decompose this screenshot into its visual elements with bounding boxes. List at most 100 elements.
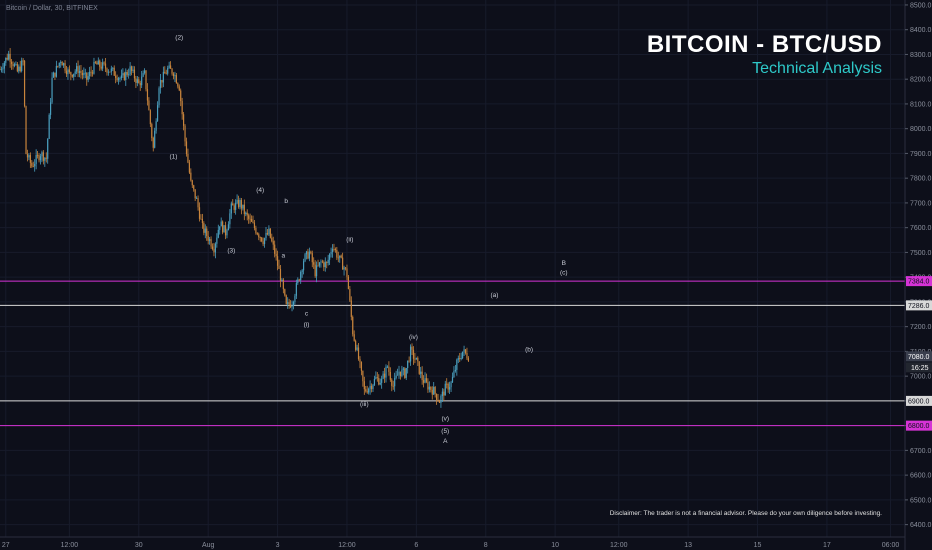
time-tick-label: 06:00 [882,542,900,549]
candle-body [138,79,140,84]
candle-body [97,60,99,65]
candle-body [285,295,287,304]
candle-body [146,89,149,101]
candle-body [320,261,322,263]
candle-body [222,221,224,233]
candle-body [368,388,370,393]
candle-body [223,225,225,233]
candle-body [256,233,258,235]
wave-labels: (1) (2) (3) (4) b a c (i) (ii) (iii) (iv) (v) (5) A (a… [170,35,568,445]
candle-body [308,251,310,259]
candle-body [68,69,70,73]
wave-label: (2) [175,35,183,42]
level-tag-label: 6900.0 [908,398,930,405]
candle-body [45,157,47,159]
wave-label: (v) [441,416,449,423]
price-tick-label: 6500.0 [910,497,932,504]
candle-body [344,267,347,269]
candle-body [39,156,42,161]
candle-body [233,205,235,210]
candle-body [447,383,449,390]
candle-body [462,351,464,359]
candle-body [295,283,297,296]
candle-body [194,189,196,199]
candle-body [165,73,167,75]
candle-body [372,384,374,390]
level-tag [906,276,932,287]
wave-label: (iii) [360,401,369,408]
candle-body [355,340,357,350]
candle-body [422,380,425,383]
candle-body [236,199,238,203]
candle-body [389,371,391,380]
candle-body [31,162,33,167]
countdown-label: 16:25 [911,365,929,372]
candle-body [243,204,245,215]
candle-body [457,358,459,360]
candle-body [266,232,269,235]
candle-body [398,371,400,375]
candle-body [261,237,263,242]
candle-body [162,71,164,83]
candle-body [327,259,329,263]
candle-body [305,251,308,255]
candle-body [47,138,49,159]
time-axis[interactable]: 27 12:00 30 Aug 3 12:00 6 8 10 12:00 13 15 17 06:00 [0,536,905,549]
time-tick-label: 12:00 [61,542,79,549]
candle-body [115,75,117,78]
candle-body [297,279,299,284]
candle-body [237,199,240,207]
candle-body [204,228,206,233]
candle-body [420,371,422,374]
candle-body [18,66,20,72]
candle-body [466,352,468,359]
candle-body [339,255,341,258]
candle-body [151,124,153,138]
candle-body [342,257,344,270]
candle-body [206,228,208,236]
candle-body [3,62,5,69]
current-price-label: 7080.0 [908,354,930,361]
level-tag [906,420,932,431]
candle-body [386,366,389,368]
candles [0,48,470,408]
candle-body [227,224,230,231]
candle-body [35,154,37,164]
candle-body [318,262,321,266]
candle-body [207,235,209,241]
wave-label: c [305,311,309,318]
candle-body [9,53,11,62]
candle-body [433,386,435,395]
candle-body [401,369,403,377]
candle-body [6,57,8,60]
time-tick-label: 12:00 [610,542,628,549]
level-tag-label: 7384.0 [908,279,930,286]
candle-body [396,374,399,376]
candle-body [102,62,104,69]
candle-body [48,114,50,139]
candle-body [437,399,439,401]
candle-body [385,366,387,378]
candle-body [294,295,296,302]
candle-body [122,73,124,76]
candle-body [464,349,467,353]
candle-body [365,389,367,392]
candle-body [10,61,13,64]
candle-body [443,391,445,396]
candle-body [65,70,68,75]
candle-body [224,225,227,236]
candle-body [145,70,147,90]
candle-body [321,261,323,263]
candle-body [394,378,396,387]
candle-body [25,106,27,154]
candle-body [180,90,182,102]
wave-label: (3) [227,247,235,254]
candle-body [64,63,66,71]
candle-body [130,66,133,71]
candle-body [310,251,312,254]
candle-body [22,60,24,62]
candle-body [42,152,44,161]
candle-body [369,385,371,389]
